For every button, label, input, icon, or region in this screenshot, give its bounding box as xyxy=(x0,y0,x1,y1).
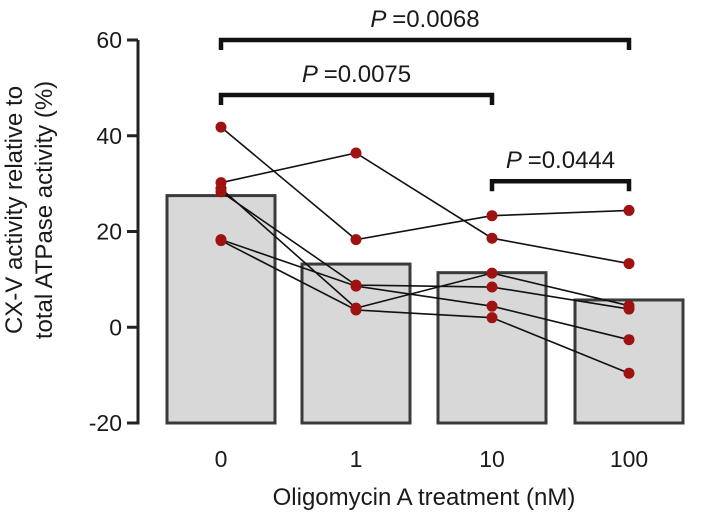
bracket-0 xyxy=(218,37,632,50)
point-sample-5-1 xyxy=(350,280,362,292)
bar-100 xyxy=(573,298,685,425)
point-sample-2-1 xyxy=(350,147,362,159)
point-sample-2-100 xyxy=(623,258,635,270)
point-sample-2-10 xyxy=(486,232,498,244)
point-sample-1-0 xyxy=(215,121,227,133)
p-value: =0.0068 xyxy=(392,6,479,33)
p-symbol: P xyxy=(506,147,528,174)
x-ticks: 0 1 10 100 xyxy=(215,446,649,472)
point-sample-1-10 xyxy=(486,210,498,222)
point-sample-4-0 xyxy=(215,186,227,198)
y-tick-label: -20 xyxy=(89,410,122,436)
x-tick-label: 100 xyxy=(610,446,648,472)
point-sample-5-10 xyxy=(486,300,498,312)
line-sample-6 xyxy=(220,239,630,374)
y-tick-label: 60 xyxy=(96,27,122,53)
subject-lines xyxy=(220,126,630,374)
point-sample-6-100 xyxy=(623,367,635,379)
line-sample-1 xyxy=(220,126,630,241)
line-sample-4 xyxy=(220,191,630,310)
p-value: =0.0075 xyxy=(324,61,411,88)
x-tick-label: 1 xyxy=(350,446,363,472)
line-sample-3 xyxy=(220,187,630,309)
point-sample-4-100 xyxy=(623,303,635,315)
p-value-label: P =0.0068 xyxy=(370,6,479,33)
y-axis-title-line-2: total ATPase activity (%) xyxy=(31,81,58,339)
x-tick-label: 10 xyxy=(479,446,505,472)
y-tick-label: 0 xyxy=(109,314,122,340)
bars xyxy=(165,194,685,425)
line-sample-5 xyxy=(220,238,630,341)
point-sample-6-10 xyxy=(486,312,498,324)
point-sample-1-1 xyxy=(350,234,362,246)
p-value-label: P =0.0444 xyxy=(506,147,615,174)
point-sample-6-1 xyxy=(350,304,362,316)
point-sample-5-100 xyxy=(623,334,635,346)
p-symbol: P xyxy=(370,6,392,33)
p-value: =0.0444 xyxy=(528,147,615,174)
bracket-2 xyxy=(489,178,632,192)
y-axis-title-line-1: CX-V activity relative to xyxy=(1,86,28,334)
point-sample-4-10 xyxy=(486,281,498,293)
point-sample-1-100 xyxy=(623,204,635,216)
line-sample-2 xyxy=(220,152,630,265)
x-axis-title: Oligomycin A treatment (nM) xyxy=(273,484,576,511)
bar-0 xyxy=(165,194,277,425)
y-axis: -20 0 20 40 60 xyxy=(89,27,140,436)
point-sample-6-0 xyxy=(215,235,227,247)
bar-10 xyxy=(436,271,548,425)
p-symbol: P xyxy=(302,61,324,88)
bracket-1 xyxy=(218,92,495,106)
point-sample-3-10 xyxy=(486,267,498,279)
y-tick-label: 20 xyxy=(96,219,122,245)
p-value-label: P =0.0075 xyxy=(302,61,411,88)
data-points xyxy=(215,121,635,379)
x-tick-label: 0 xyxy=(215,446,228,472)
y-tick-label: 40 xyxy=(96,123,122,149)
